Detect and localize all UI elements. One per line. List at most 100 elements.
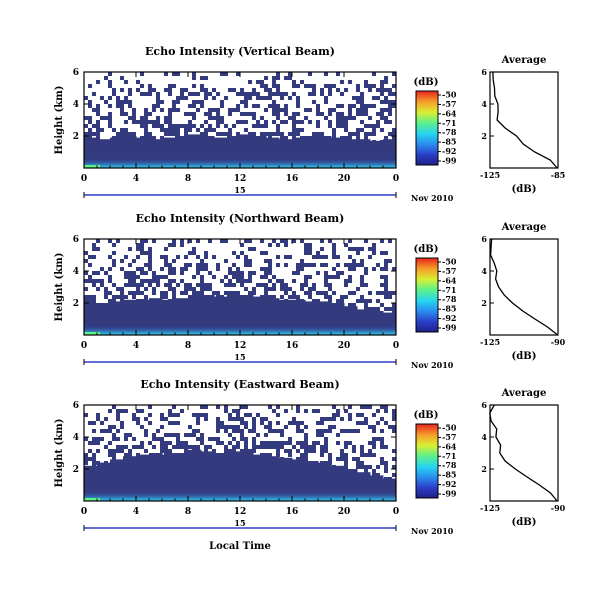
echo-cell bbox=[200, 413, 204, 417]
echo-cell bbox=[368, 116, 372, 120]
echo-cell bbox=[128, 271, 132, 275]
echo-cell bbox=[316, 441, 320, 445]
echo-cell bbox=[336, 263, 340, 267]
echo-cell bbox=[296, 421, 300, 425]
echo-cell bbox=[344, 116, 348, 120]
echo-cell bbox=[324, 72, 328, 76]
echo-cell bbox=[348, 441, 352, 445]
echo-cell bbox=[328, 84, 332, 88]
echo-cell bbox=[168, 441, 172, 445]
echo-cell bbox=[96, 239, 100, 243]
echo-cell bbox=[192, 84, 196, 88]
echo-cell bbox=[236, 120, 240, 124]
echo-cell bbox=[128, 275, 132, 279]
y-tick-label: 6 bbox=[73, 68, 79, 78]
echo-cell bbox=[300, 80, 304, 84]
echo-cell bbox=[144, 433, 148, 437]
echo-cell bbox=[268, 405, 272, 409]
echo-cell bbox=[84, 279, 88, 283]
echo-cell bbox=[140, 116, 144, 120]
echo-cell bbox=[168, 267, 172, 271]
echo-cell bbox=[268, 88, 272, 92]
echo-cell bbox=[244, 255, 248, 259]
echo-cell bbox=[104, 291, 108, 295]
echo-cell bbox=[120, 291, 124, 295]
echo-cell bbox=[232, 429, 236, 433]
echo-cell bbox=[136, 417, 140, 421]
echo-cell bbox=[188, 251, 192, 255]
echo-cell bbox=[360, 453, 364, 457]
echo-cell bbox=[348, 303, 352, 307]
echo-cell bbox=[268, 425, 272, 429]
echo-cell bbox=[228, 433, 232, 437]
echo-cell bbox=[204, 92, 208, 96]
echo-cell bbox=[100, 267, 104, 271]
echo-cell bbox=[240, 429, 244, 433]
echo-cell bbox=[332, 128, 336, 132]
panel-0: Echo Intensity (Vertical Beam)0 4 8 12 16 20 0… bbox=[54, 45, 565, 203]
echo-cell bbox=[180, 92, 184, 96]
echo-cell bbox=[308, 72, 312, 76]
echo-cell bbox=[132, 291, 136, 295]
echo-cell bbox=[384, 465, 388, 469]
echo-cell bbox=[212, 437, 216, 441]
echo-cell bbox=[340, 112, 344, 116]
echo-cell bbox=[212, 108, 216, 112]
echo-cell bbox=[208, 239, 212, 243]
echo-cell bbox=[196, 413, 200, 417]
echo-cell bbox=[324, 429, 328, 433]
echo-cell bbox=[140, 279, 144, 283]
echo-cell bbox=[112, 405, 116, 409]
echo-cell bbox=[340, 417, 344, 421]
colorbar-unit: (dB) bbox=[414, 77, 439, 88]
echo-cell bbox=[100, 96, 104, 100]
echo-cell bbox=[292, 84, 296, 88]
echo-cell bbox=[116, 136, 120, 140]
echo-cell bbox=[196, 417, 200, 421]
echo-cell bbox=[156, 92, 160, 96]
echo-cell bbox=[280, 96, 284, 100]
echo-cell bbox=[332, 247, 336, 251]
colorbar-tick-label: -78 bbox=[442, 127, 457, 137]
echo-cell bbox=[256, 96, 260, 100]
echo-cell bbox=[176, 132, 180, 136]
echo-cell bbox=[124, 80, 128, 84]
echo-cell bbox=[360, 275, 364, 279]
echo-cell bbox=[164, 275, 168, 279]
echo-cell bbox=[176, 108, 180, 112]
echo-cell bbox=[296, 429, 300, 433]
echo-cell bbox=[160, 417, 164, 421]
echo-cell bbox=[380, 437, 384, 441]
echo-cell bbox=[120, 104, 124, 108]
echo-cell bbox=[276, 255, 280, 259]
echo-cell bbox=[192, 275, 196, 279]
echo-cell bbox=[88, 441, 92, 445]
echo-cell bbox=[96, 112, 100, 116]
echo-cell bbox=[304, 84, 308, 88]
echo-cell bbox=[380, 128, 384, 132]
echo-cell bbox=[116, 417, 120, 421]
echo-cell bbox=[368, 453, 372, 457]
echo-cell bbox=[172, 453, 176, 457]
echo-cell bbox=[88, 84, 92, 88]
echo-cell bbox=[288, 449, 292, 453]
echo-cell bbox=[308, 445, 312, 449]
echo-cell bbox=[108, 255, 112, 259]
echo-cell bbox=[176, 437, 180, 441]
echo-cell bbox=[236, 441, 240, 445]
echo-cell bbox=[300, 128, 304, 132]
echo-cell bbox=[388, 120, 392, 124]
echo-cell bbox=[164, 417, 168, 421]
echo-cell bbox=[244, 441, 248, 445]
echo-cell bbox=[284, 287, 288, 291]
echo-cell bbox=[380, 291, 384, 295]
echo-cell bbox=[372, 473, 376, 477]
echo-cell bbox=[124, 453, 128, 457]
echo-cell bbox=[296, 128, 300, 132]
echo-cell bbox=[360, 465, 364, 469]
echo-cell bbox=[208, 287, 212, 291]
echo-cell bbox=[200, 259, 204, 263]
echo-cell bbox=[144, 263, 148, 267]
echo-cell bbox=[288, 116, 292, 120]
average-profile-line bbox=[489, 404, 558, 502]
